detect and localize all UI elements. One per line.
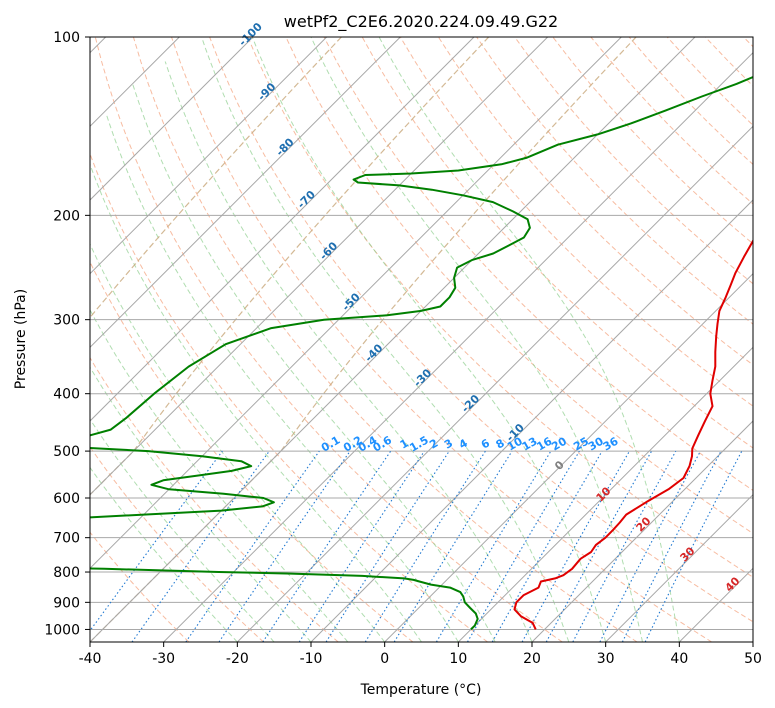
isotherm-line (163, 51, 753, 642)
y-tick-label: 1000 (44, 622, 80, 638)
y-tick-label: 600 (53, 491, 80, 507)
dry-adiabat-line (90, 152, 488, 642)
moist-adiabat-line (201, 37, 570, 642)
moist-adiabat-line (105, 114, 459, 642)
mixing-ratio-line (393, 450, 513, 642)
mixing-ratio-line (262, 450, 392, 642)
mixing-ratio-line (185, 450, 320, 642)
dry-adiabat-line (399, 37, 753, 407)
isotherm-line (236, 125, 753, 642)
mixing-ratio-line (644, 450, 743, 642)
x-axis-label: Temperature (°C) (360, 682, 482, 698)
y-tick-label: 100 (53, 30, 80, 46)
plot-frame (89, 36, 754, 643)
x-tick-label: 10 (449, 651, 467, 667)
moist-adiabat-line (90, 308, 349, 642)
mixing-ratio-line (545, 450, 653, 642)
moist-adiabat-line (90, 242, 386, 642)
isotherm-line (90, 37, 475, 422)
y-tick-label: 700 (53, 531, 80, 547)
x-tick-label: 30 (597, 651, 615, 667)
isotherm-line (310, 199, 753, 642)
mixing-ratio-line (131, 450, 270, 642)
mixing-ratio-line (521, 450, 630, 642)
y-tick-label: 300 (53, 313, 80, 329)
moist-adiabat-line (90, 466, 238, 642)
dry-adiabat-line (90, 446, 264, 642)
y-axis-label: Pressure (hPa) (13, 289, 29, 389)
mixing-ratio-line (572, 450, 677, 642)
dry-adiabat-line (323, 37, 753, 491)
x-tick-label: -30 (152, 651, 175, 667)
isotherm-line (90, 37, 401, 349)
dry-adiabat-line (94, 37, 563, 642)
isotherm-line (605, 493, 753, 642)
dry-adiabat-line (361, 37, 753, 449)
isotherm-line (90, 37, 328, 275)
isotherm-line (457, 346, 753, 642)
dry-adiabat-line (514, 37, 753, 285)
x-tick-label: 20 (523, 651, 541, 667)
y-tick-label: 800 (53, 565, 80, 581)
dry-adiabat-line (90, 531, 190, 642)
y-tick-label: 500 (53, 444, 80, 460)
moist-adiabat-line (90, 418, 275, 642)
y-tick-label: 200 (53, 208, 80, 224)
dry-adiabat-line (285, 37, 753, 535)
x-tick-label: 50 (744, 651, 762, 667)
mixing-ratio-line (298, 450, 425, 642)
dry-adiabat-line (437, 37, 753, 366)
y-tick-label: 400 (53, 387, 80, 403)
isotherm-line (531, 420, 753, 642)
x-tick-label: -20 (226, 651, 249, 667)
dry-adiabat-line (90, 356, 339, 642)
background-lines (90, 37, 753, 642)
moist-adiabat-line (310, 37, 643, 642)
isotherm-line (90, 37, 622, 570)
x-tick-label: 0 (380, 651, 389, 667)
x-tick-label: -10 (300, 651, 323, 667)
saturation-curve (90, 37, 342, 319)
y-axis: 100 200 300 400 500 600 700 800 900 1000 (44, 30, 90, 638)
data-series (90, 76, 753, 631)
dewpoint-profile-line (90, 76, 753, 631)
moist-adiabat-line (164, 61, 533, 642)
dry-adiabat-line (209, 37, 753, 623)
isotherm-line (90, 37, 254, 201)
mixing-ratio-line (218, 450, 351, 642)
temperature-profile-line (513, 239, 753, 630)
dry-adiabat-line (132, 37, 638, 642)
y-tick-label: 900 (53, 595, 80, 611)
isotherm-line (90, 37, 549, 496)
dry-adiabat-line (171, 37, 712, 642)
chart-title: wetPf2_C2E6.2020.224.09.49.G22 (284, 12, 558, 32)
x-tick-label: -40 (79, 651, 102, 667)
mixing-ratio-line (90, 450, 223, 632)
moist-adiabat-line (378, 37, 680, 642)
isotherm-line (90, 37, 696, 642)
x-axis: -40 -30 -20 -10 0 10 20 30 40 50 (79, 642, 762, 667)
moist-adiabat-line (90, 366, 312, 642)
x-tick-label: 40 (670, 651, 688, 667)
dry-adiabat-line (247, 37, 753, 578)
moist-adiabat-line (251, 37, 607, 642)
isotherm-line (384, 272, 753, 642)
mixing-ratio-line (325, 450, 450, 642)
